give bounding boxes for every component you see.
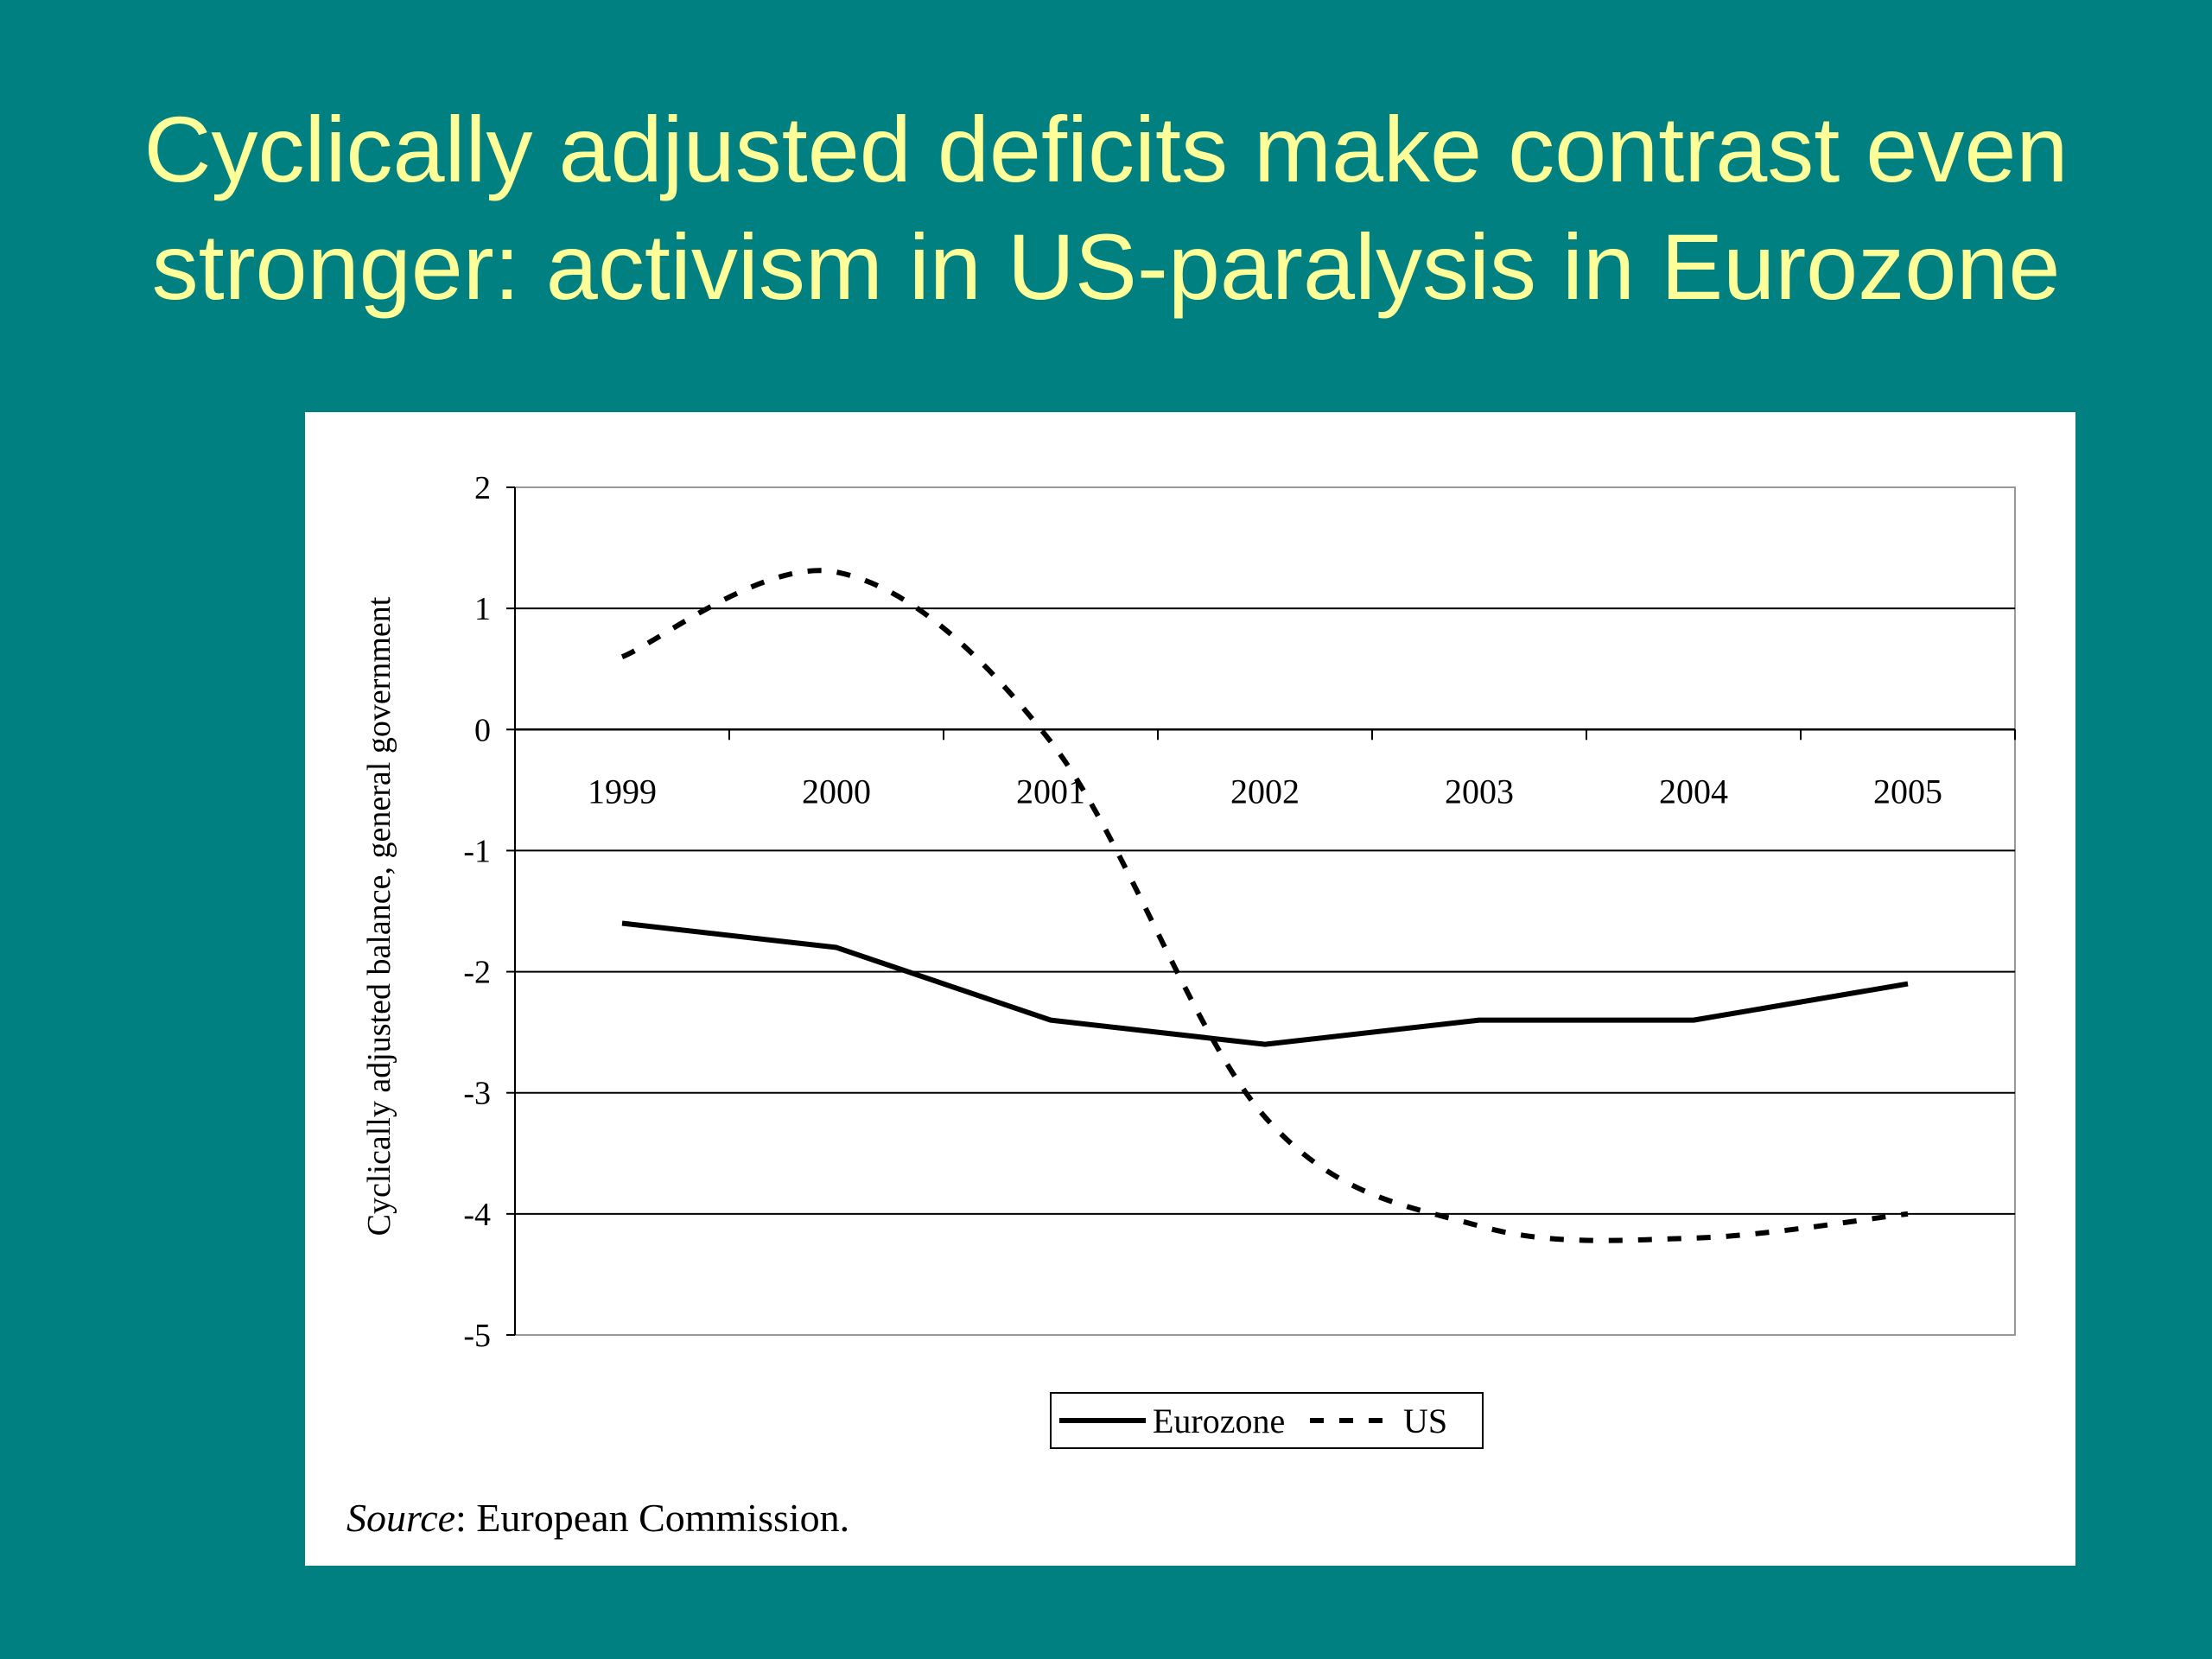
x-tick-label: 2001 xyxy=(1016,772,1085,810)
y-tick-label: 2 xyxy=(474,470,491,506)
source-label: Source xyxy=(346,1496,456,1540)
y-tick-label: -2 xyxy=(463,955,491,991)
y-tick-label: -5 xyxy=(463,1318,491,1354)
x-tick-label: 1999 xyxy=(588,772,657,810)
x-tick-label: 2003 xyxy=(1445,772,1514,810)
legend-label-us: US xyxy=(1403,1402,1447,1440)
series-line-eurozone xyxy=(621,920,1909,1047)
legend-label-eurozone: Eurozone xyxy=(1153,1402,1285,1440)
slide-title-line-1: Cyclically adjusted deficits make contra… xyxy=(143,97,2069,201)
slide-title-line-2: stronger: activism in US-paralysis in Eu… xyxy=(151,214,2061,319)
y-tick-label: -3 xyxy=(463,1076,491,1112)
y-tick-label: -1 xyxy=(463,833,491,869)
series-line-us xyxy=(620,568,1909,1243)
source-text: : European Commission. xyxy=(455,1496,850,1540)
plot-area-frame xyxy=(514,486,2016,1336)
slide-title: Cyclically adjusted deficits make contra… xyxy=(0,91,2212,326)
source-note: Source: European Commission. xyxy=(346,1495,849,1541)
y-tick-label: 1 xyxy=(474,591,491,627)
chart-panel: 2 1 0 -1 -2 -3 -4 -5 1999 2000 2001 2002 2003 2004 200… xyxy=(305,412,2075,1566)
x-tick-label: 2002 xyxy=(1230,772,1300,810)
x-tick-label: 2005 xyxy=(1873,772,1942,810)
x-tick-label: 2004 xyxy=(1659,772,1728,810)
x-tick-label: 2000 xyxy=(802,772,871,810)
y-tick-label: -4 xyxy=(463,1197,491,1233)
y-axis-title: Cyclically adjusted balance, general gov… xyxy=(361,596,397,1236)
y-tick-label: 0 xyxy=(474,712,491,748)
line-chart: 2 1 0 -1 -2 -3 -4 -5 1999 2000 2001 2002 2003 2004 200… xyxy=(361,470,2016,1449)
